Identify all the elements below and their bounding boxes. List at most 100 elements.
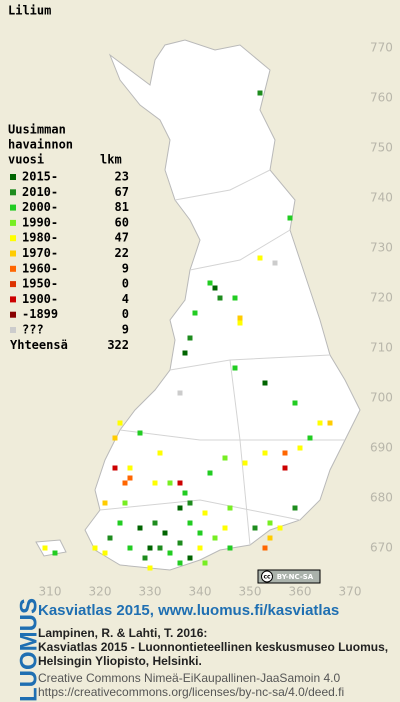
y-tick-label: 760 [370, 91, 393, 105]
legend-swatch [10, 219, 16, 226]
observation-cell [222, 525, 228, 531]
observation-cell [142, 555, 148, 561]
badge-text: BY-NC-SA [277, 573, 314, 581]
observation-cell [127, 475, 133, 481]
observation-cell [202, 560, 208, 566]
legend-label: 1970- [22, 246, 58, 260]
legend-count: 22 [115, 246, 129, 260]
observation-cell [147, 545, 153, 551]
legend-label: 1900- [22, 292, 58, 306]
observation-cell [177, 505, 183, 511]
badge-box [257, 569, 321, 584]
observation-cell [327, 420, 333, 426]
observation-cell [262, 450, 268, 456]
observation-cell [222, 455, 228, 461]
legend-count: 9 [122, 261, 129, 275]
legend-swatch [10, 281, 16, 288]
cc-badge: cc BY-NC-SA [257, 569, 321, 584]
legend-heading: vuosi [8, 153, 44, 167]
observation-cell [167, 480, 173, 486]
y-tick-label: 690 [370, 441, 393, 455]
legend-label: 1980- [22, 231, 58, 245]
legend-count: 0 [122, 307, 129, 321]
observation-cell [227, 545, 233, 551]
observation-cell [102, 550, 108, 556]
logo: LUOMUS [15, 598, 42, 702]
observation-cell [157, 545, 163, 551]
citation-line: Lampinen, R. & Lahti, T. 2016: [38, 626, 207, 640]
badge-icon [261, 570, 273, 583]
legend-count-heading: lkm [100, 153, 122, 167]
legend-label: 2015- [22, 170, 58, 184]
observation-cell [177, 390, 183, 396]
legend-label: 2000- [22, 200, 58, 214]
legend-label: -1899 [22, 307, 58, 321]
observation-cell [112, 465, 118, 471]
legend-label: 2010- [22, 185, 58, 199]
border [99, 499, 301, 521]
observation-cell [117, 520, 123, 526]
aland-islands [35, 539, 67, 557]
observation-cell [212, 285, 218, 291]
observation-cell [207, 470, 213, 476]
observation-cell [127, 545, 133, 551]
observation-cell [122, 500, 128, 506]
observation-cell [272, 260, 278, 266]
observation-cell [197, 545, 203, 551]
legend-count: 9 [122, 323, 129, 337]
legend-label: 1960- [22, 261, 58, 275]
y-tick-label: 770 [370, 41, 393, 55]
legend-total-label: Yhteensä [10, 338, 68, 352]
legend-heading: havainnon [8, 138, 73, 152]
legend-label: 1950- [22, 277, 58, 291]
observation-cell [177, 480, 183, 486]
y-tick-label: 670 [370, 541, 393, 555]
x-tick-label: 330 [139, 585, 162, 599]
observation-cell [202, 510, 208, 516]
observation-cell [317, 420, 323, 426]
observation-cell [102, 500, 108, 506]
observation-cell [237, 320, 243, 326]
legend-count: 4 [122, 292, 129, 306]
observation-cell [112, 435, 118, 441]
legend-swatch [10, 311, 16, 318]
observation-cell [167, 550, 173, 556]
observation-cell [227, 505, 233, 511]
observation-cell [232, 365, 238, 371]
badge-cc: cc [263, 574, 271, 581]
observation-cell [282, 450, 288, 456]
x-tick-label: 350 [239, 585, 262, 599]
x-tick-label: 360 [289, 585, 312, 599]
observation-cell [162, 530, 168, 536]
legend-swatch [10, 327, 16, 333]
observation-cell [137, 430, 143, 436]
observation-cell [232, 295, 238, 301]
observation-cell [292, 400, 298, 406]
legend-swatch [10, 235, 16, 242]
border [229, 359, 251, 546]
site-link: Kasviatlas 2015, www.luomus.fi/kasviatla… [38, 602, 339, 619]
border [119, 429, 345, 441]
observation-cell [192, 310, 198, 316]
observation-cell [187, 335, 193, 341]
legend-label: ??? [22, 323, 44, 337]
observation-cell [262, 380, 268, 386]
observation-cell [267, 535, 273, 541]
observation-cell [147, 565, 153, 571]
observation-cell [182, 490, 188, 496]
license-line: Creative Commons Nimeä-EiKaupallinen-Jaa… [38, 671, 340, 685]
legend-swatch [10, 265, 16, 272]
legend-swatch [10, 250, 16, 257]
legend-count: 0 [122, 277, 129, 291]
legend-total: 322 [107, 338, 129, 352]
y-tick-label: 750 [370, 141, 393, 155]
x-tick-label: 340 [189, 585, 212, 599]
map: 310 320 330 340 350 360 3706706806907007107207… [39, 41, 393, 599]
observation-cell [217, 295, 223, 301]
y-tick-label: 720 [370, 291, 393, 305]
observation-cell [287, 215, 293, 221]
legend-swatch [10, 204, 16, 211]
legend-count: 81 [115, 200, 129, 214]
